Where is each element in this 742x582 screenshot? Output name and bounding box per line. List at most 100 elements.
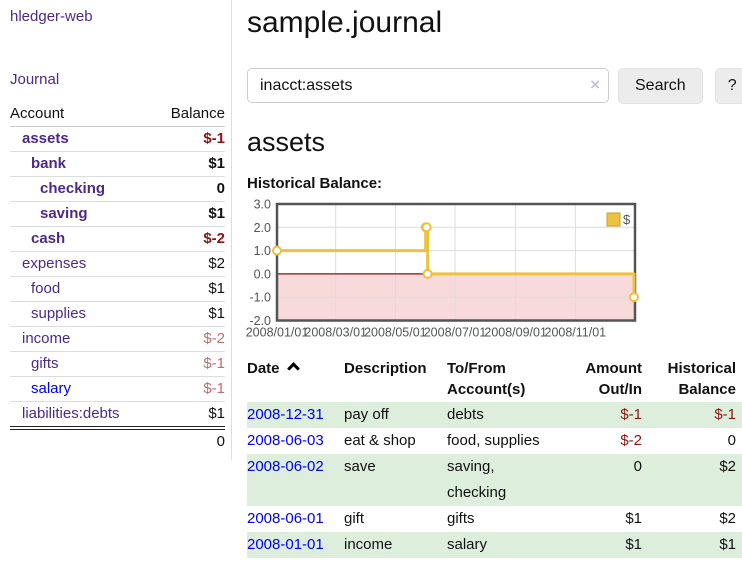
svg-text:$: $ — [623, 212, 631, 227]
transaction-balance: $2 — [719, 510, 736, 527]
account-link[interactable]: assets — [22, 130, 69, 147]
account-row: assets $-1 — [10, 127, 225, 152]
account-balance: $-2 — [153, 326, 225, 352]
account-balance: $1 — [153, 401, 225, 428]
account-balance: $-2 — [153, 226, 225, 252]
account-link[interactable]: checking — [40, 180, 106, 197]
transaction-balance: $-1 — [714, 406, 736, 423]
transaction-description: eat & shop — [344, 432, 416, 449]
register-row: 2008-06-03 eat & shop food, supplies $-2… — [247, 428, 742, 454]
register-col-date-sort[interactable]: Date — [247, 356, 344, 402]
account-row: saving $1 — [10, 201, 225, 227]
transaction-date-link[interactable]: 2008-12-31 — [247, 406, 324, 423]
account-link[interactable]: salary — [31, 380, 72, 397]
account-link[interactable]: income — [22, 330, 71, 347]
register-col-amount: Amount Out/In — [585, 360, 642, 398]
transaction-description: income — [344, 536, 393, 553]
svg-text:2.0: 2.0 — [254, 221, 271, 235]
account-row: cash $-2 — [10, 226, 225, 252]
accounts-col-balance: Balance — [153, 102, 225, 127]
accounts-total-balance: 0 — [153, 426, 225, 454]
svg-text:2008/03/01: 2008/03/01 — [304, 326, 367, 340]
transaction-balance: 0 — [727, 432, 736, 449]
transaction-date-link[interactable]: 2008-06-02 — [247, 458, 324, 475]
transaction-balance: $2 — [719, 458, 736, 475]
account-link[interactable]: supplies — [31, 305, 87, 322]
account-balance: 0 — [153, 176, 225, 202]
account-balance: $1 — [153, 201, 225, 227]
help-button[interactable]: ? — [714, 68, 742, 104]
register-table: Date Description To/From Account(s) Amou… — [247, 356, 742, 558]
sidebar-item-journal[interactable]: Journal — [10, 71, 60, 88]
account-link[interactable]: bank — [31, 155, 67, 172]
account-balance: $1 — [153, 276, 225, 302]
main-content: sample.journal × Search ? assets Histori… — [246, 0, 742, 558]
transaction-amount: $1 — [625, 536, 642, 553]
accounts-col-account: Account — [10, 102, 154, 127]
transaction-amount: $-2 — [620, 432, 642, 449]
transaction-date-link[interactable]: 2008-06-03 — [247, 432, 324, 449]
transaction-amount: 0 — [633, 458, 642, 475]
account-link[interactable]: expenses — [22, 255, 87, 272]
svg-text:1.0: 1.0 — [254, 244, 271, 258]
transaction-description: gift — [344, 510, 365, 527]
search-input-wrap: × — [247, 68, 609, 103]
register-row: 2008-06-02 save saving, checking 0 $2 — [247, 454, 742, 506]
svg-text:2008/01/01: 2008/01/01 — [246, 326, 309, 340]
clear-search-icon[interactable]: × — [590, 75, 600, 94]
transaction-date-link[interactable]: 2008-06-01 — [247, 510, 324, 527]
account-row: income $-2 — [10, 326, 225, 352]
register-col-balance: Historical Balance — [667, 360, 736, 398]
account-balance: $2 — [153, 251, 225, 277]
account-balance: $-1 — [153, 376, 225, 402]
register-row: 2008-06-01 gift gifts $1 $2 — [247, 506, 742, 532]
transaction-description: pay off — [344, 406, 389, 423]
register-col-accounts: To/From Account(s) — [447, 360, 526, 398]
account-row: food $1 — [10, 276, 225, 302]
transaction-accounts: debts — [447, 406, 484, 423]
account-row: liabilities:debts $1 — [10, 401, 225, 428]
account-balance: $-1 — [153, 351, 225, 377]
chart-title: Historical Balance: — [247, 175, 383, 192]
historical-balance-chart: $3.0 2.0 1.0 0.0 -1.0 -2.0 2008/01/01 2008/03/0… — [240, 197, 740, 342]
account-row: bank $1 — [10, 151, 225, 177]
account-link[interactable]: saving — [40, 205, 88, 222]
svg-text:2008/09/01: 2008/09/01 — [484, 326, 547, 340]
account-row: supplies $1 — [10, 301, 225, 327]
account-balance: $-1 — [203, 130, 225, 147]
search-button[interactable]: Search — [618, 68, 703, 104]
account-balance: $1 — [153, 301, 225, 327]
account-link[interactable]: food — [31, 280, 61, 297]
transaction-amount: $1 — [625, 510, 642, 527]
transaction-date-link[interactable]: 2008-01-01 — [247, 536, 324, 553]
sidebar: hledger-web Journal Account Balance asse… — [0, 0, 232, 460]
transaction-amount: $-1 — [620, 406, 642, 423]
account-link[interactable]: cash — [31, 230, 66, 247]
svg-text:3.0: 3.0 — [254, 198, 271, 212]
transaction-description: save — [344, 458, 376, 475]
svg-text:2008/11/01: 2008/11/01 — [545, 326, 607, 340]
register-col-date-label: Date — [247, 360, 280, 377]
sort-ascending-icon — [286, 362, 300, 375]
transaction-accounts: gifts — [447, 510, 475, 527]
register-header-row: Date Description To/From Account(s) Amou… — [247, 356, 742, 402]
transaction-accounts: saving, checking — [447, 458, 507, 501]
app-title-link[interactable]: hledger-web — [10, 8, 93, 25]
transaction-accounts: salary — [447, 536, 488, 553]
accounts-table: Account Balance assets $-1 bank $1 check… — [10, 102, 225, 454]
svg-text:0.0: 0.0 — [254, 267, 271, 281]
account-link[interactable]: gifts — [31, 355, 59, 372]
page-title: sample.journal — [247, 6, 443, 39]
search-input[interactable] — [247, 68, 609, 103]
search-form: × Search ? — [247, 68, 742, 104]
transaction-accounts: food, supplies — [447, 432, 540, 449]
account-row: expenses $2 — [10, 251, 225, 277]
register-row: 2008-01-01 income salary $1 $1 — [247, 532, 742, 558]
account-row: gifts $-1 — [10, 351, 225, 377]
register-row: 2008-12-31 pay off debts $-1 $-1 — [247, 402, 742, 428]
account-balance: $1 — [153, 151, 225, 177]
svg-text:-1.0: -1.0 — [249, 291, 271, 305]
accounts-total-row: 0 — [10, 426, 225, 454]
account-row: salary $-1 — [10, 376, 225, 402]
account-link[interactable]: liabilities:debts — [22, 405, 120, 422]
